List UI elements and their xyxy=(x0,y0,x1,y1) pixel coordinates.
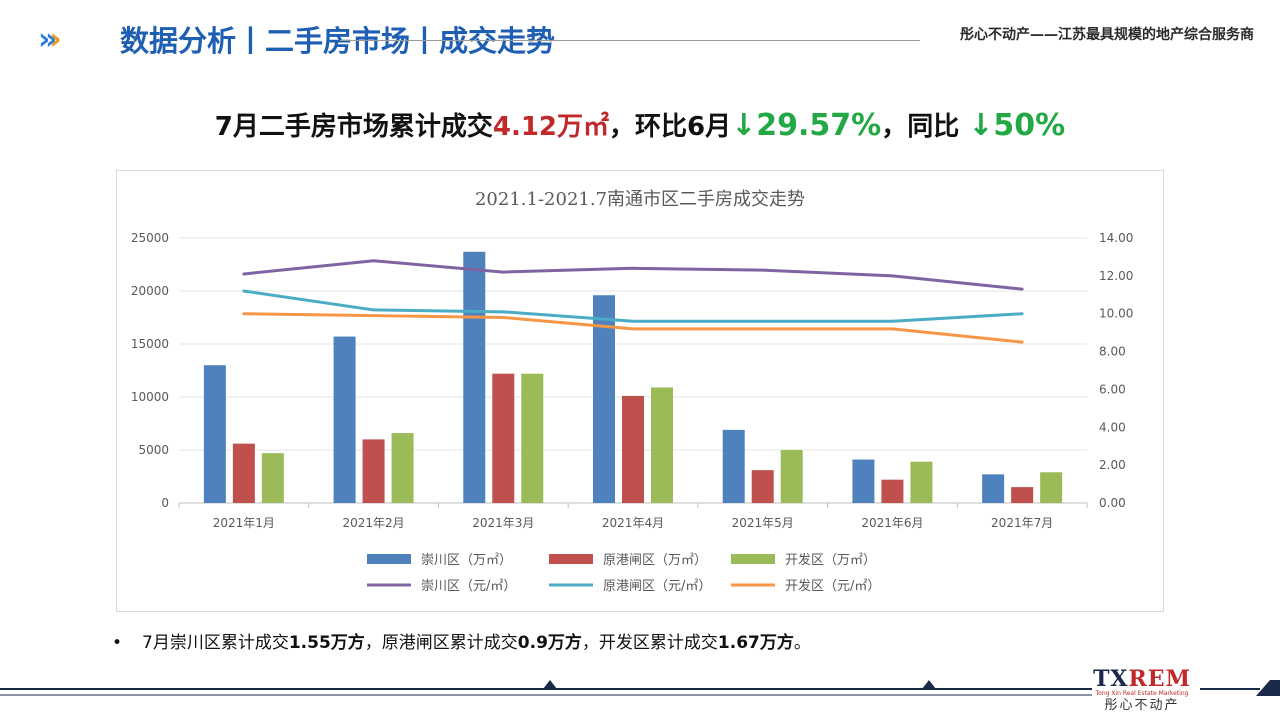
bar xyxy=(751,470,774,503)
y-left-tick-label: 0 xyxy=(161,496,169,510)
bullet-text-1: 7月崇川区累计成交 xyxy=(142,633,289,653)
bar-series-group xyxy=(203,251,1063,503)
y-right-tick-label: 4.00 xyxy=(1099,420,1126,434)
logo-text-a: TX xyxy=(1093,666,1129,692)
y-right-tick-label: 6.00 xyxy=(1099,382,1126,396)
bar xyxy=(463,251,486,503)
chart-container: 2021.1-2021.7南通市区二手房成交走势 0 5000 10000 15000… xyxy=(116,170,1164,612)
y-left-tick-label: 25000 xyxy=(131,231,169,245)
bar xyxy=(881,479,904,503)
bar xyxy=(261,453,284,503)
headline: 7月二手房市场累计成交4.12万㎡，环比6月↓29.57%，同比 ↓50% xyxy=(0,106,1280,143)
bullet-text-2: ，原港闸区累计成交 xyxy=(364,633,518,653)
y-axis-right: 0.00 2.00 4.00 6.00 8.00 10.00 12.00 14.00 xyxy=(1099,231,1133,510)
company-logo: TXREM Tong Xin Real Estate Marketing 彤心不… xyxy=(1092,668,1192,718)
x-tick-label: 2021年7月 xyxy=(991,516,1053,530)
bullet-dot-icon: • xyxy=(112,633,123,653)
x-tick-label: 2021年2月 xyxy=(342,516,404,530)
header-divider xyxy=(340,40,920,41)
legend-swatch xyxy=(367,554,411,564)
x-axis: 2021年1月 2021年2月 2021年3月 2021年4月 2021年5月 2021年… xyxy=(178,503,1088,530)
logo-text-b: REM xyxy=(1128,666,1191,692)
headline-volume: 4.12万㎡ xyxy=(492,112,610,142)
bar xyxy=(593,295,615,503)
bar xyxy=(982,474,1005,503)
bar xyxy=(1040,472,1063,503)
y-right-tick-label: 0.00 xyxy=(1099,496,1126,510)
y-left-tick-label: 10000 xyxy=(131,390,169,404)
bar xyxy=(1011,487,1034,503)
headline-mid2: ，同比 xyxy=(881,112,969,142)
y-right-tick-label: 10.00 xyxy=(1099,307,1133,321)
chart-title: 2021.1-2021.7南通市区二手房成交走势 xyxy=(475,189,805,210)
bar xyxy=(852,459,875,503)
x-tick-label: 2021年3月 xyxy=(472,516,534,530)
bar xyxy=(722,429,745,503)
y-left-tick-label: 5000 xyxy=(138,443,169,457)
legend-label: 开发区（元/㎡） xyxy=(785,578,880,594)
legend-label: 开发区（万㎡） xyxy=(785,552,876,568)
logo-chinese-name: 彤心不动产 xyxy=(1104,698,1180,713)
bar xyxy=(492,373,515,503)
series-line xyxy=(242,289,1024,323)
y-left-tick-label: 15000 xyxy=(131,337,169,351)
x-tick-label: 2021年4月 xyxy=(602,516,664,530)
bar xyxy=(362,439,385,503)
company-slogan: 彤心不动产——江苏最具规模的地产综合服务商 xyxy=(960,27,1254,43)
legend-label: 原港闸区（元/㎡） xyxy=(603,579,711,594)
headline-prefix: 7月二手房市场累计成交 xyxy=(214,112,493,142)
combo-chart: 2021.1-2021.7南通市区二手房成交走势 0 5000 10000 15000… xyxy=(131,189,1134,594)
bar xyxy=(203,365,226,503)
x-tick-label: 2021年1月 xyxy=(213,516,275,530)
y-right-tick-label: 2.00 xyxy=(1099,458,1126,472)
headline-mid: ，环比6月 xyxy=(609,112,732,142)
y-right-tick-label: 14.00 xyxy=(1099,231,1133,245)
y-left-tick-label: 20000 xyxy=(131,284,169,298)
bullet-value-2: 0.9万方 xyxy=(517,633,582,653)
bar xyxy=(622,395,644,503)
legend-label: 崇川区（万㎡） xyxy=(421,553,512,568)
legend-label: 崇川区（元/㎡） xyxy=(421,579,516,594)
chart-legend: 崇川区（万㎡） 原港闸区（万㎡） 开发区（万㎡） 崇川区（元/㎡） 原港闸区（元/㎡） 开… xyxy=(367,552,880,594)
header: »› 数据分析丨二手房市场丨成交走势 彤心不动产——江苏最具规模的地产综合服务商 xyxy=(0,0,1280,80)
y-right-tick-label: 12.00 xyxy=(1099,269,1133,283)
bar xyxy=(391,433,414,503)
legend-swatch xyxy=(549,554,593,564)
headline-mom: ↓29.57% xyxy=(731,108,882,143)
bar xyxy=(651,387,673,503)
legend-swatch xyxy=(731,554,775,564)
summary-bullet: • 7月崇川区累计成交1.55万方，原港闸区累计成交0.9万方，开发区累计成交1.… xyxy=(112,628,811,653)
chevron-right-triple-icon: »› xyxy=(38,22,63,57)
x-tick-label: 2021年5月 xyxy=(732,516,794,530)
logo-subtitle: Tong Xin Real Estate Marketing xyxy=(1095,690,1189,697)
series-line xyxy=(242,259,1024,291)
bullet-value-3: 1.67万方 xyxy=(717,633,794,653)
legend-label: 原港闸区（万㎡） xyxy=(603,553,707,568)
bar xyxy=(910,461,933,503)
series-line xyxy=(242,312,1024,344)
footer-decoration xyxy=(0,680,1280,696)
headline-yoy: ↓50% xyxy=(968,108,1066,143)
bullet-text-3: ，开发区累计成交 xyxy=(581,633,718,653)
y-right-tick-label: 8.00 xyxy=(1099,345,1126,359)
bullet-value-1: 1.55万方 xyxy=(288,633,365,653)
line-series-group xyxy=(242,259,1024,344)
x-tick-label: 2021年6月 xyxy=(861,516,923,530)
bar xyxy=(780,450,803,503)
bar xyxy=(333,336,356,503)
bar xyxy=(232,443,255,503)
y-axis-left: 0 5000 10000 15000 20000 25000 xyxy=(131,231,169,510)
bullet-text-4: 。 xyxy=(793,633,811,653)
page-title: 数据分析丨二手房市场丨成交走势 xyxy=(120,24,556,58)
bar xyxy=(521,373,544,503)
